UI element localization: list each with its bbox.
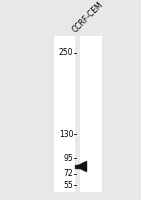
- Text: 250: 250: [59, 48, 73, 57]
- Text: 130: 130: [59, 130, 73, 139]
- Text: 55: 55: [63, 181, 73, 190]
- Text: 72: 72: [64, 169, 73, 178]
- Bar: [75, 36, 80, 192]
- Text: 95: 95: [63, 154, 73, 163]
- Text: CCRF-CEM: CCRF-CEM: [71, 0, 105, 35]
